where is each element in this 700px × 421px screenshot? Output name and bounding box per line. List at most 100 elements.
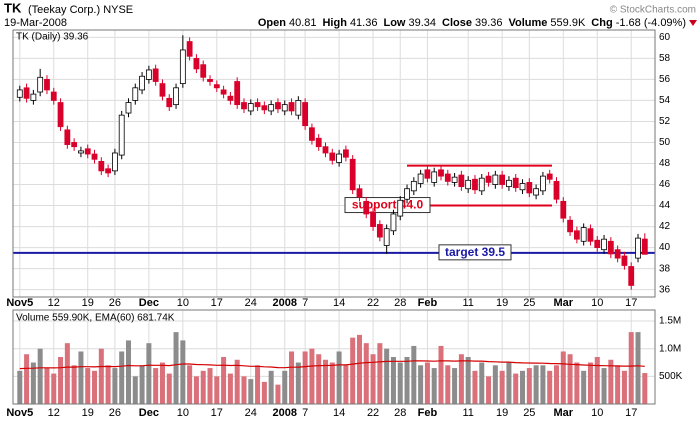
candle-body xyxy=(546,173,553,180)
candle-body xyxy=(309,127,315,141)
candle-body xyxy=(241,102,247,110)
candle-body xyxy=(50,91,57,101)
volume-bar xyxy=(214,376,220,404)
quote-label: Volume xyxy=(509,17,548,29)
quote-label: Low xyxy=(383,17,405,29)
x-tick-label: 25 xyxy=(523,297,535,309)
candle-body xyxy=(601,238,607,251)
volume-bar xyxy=(37,348,43,404)
candle-body xyxy=(288,102,295,112)
x-tick-label: 19 xyxy=(82,297,94,309)
volume-bar xyxy=(241,376,247,404)
price-frame xyxy=(12,29,656,298)
volume-bar xyxy=(17,370,23,404)
candle-body xyxy=(526,182,533,194)
y-tick-label: 38 xyxy=(659,263,671,274)
down-arrow xyxy=(689,20,697,26)
candle-body xyxy=(213,84,220,89)
candle-body xyxy=(329,152,336,161)
volume-bar xyxy=(234,359,240,404)
candle-body xyxy=(560,200,567,219)
candle-body xyxy=(261,105,268,111)
candle-body xyxy=(16,89,23,98)
volume-bar xyxy=(153,368,159,404)
volume-bar xyxy=(363,343,369,404)
candle-body xyxy=(553,180,560,200)
chart-date: 19-Mar-2008 xyxy=(4,17,67,29)
x-tick-label: 11 xyxy=(462,297,473,309)
x-tick-label: 17 xyxy=(625,297,637,309)
volume-bar xyxy=(336,351,342,404)
x-tick-label: Nov5 xyxy=(6,297,33,309)
volume-bar xyxy=(533,365,539,404)
volume-bar xyxy=(608,359,614,404)
volume-bar xyxy=(58,357,64,404)
candle-body xyxy=(438,169,444,177)
volume-bar xyxy=(187,365,193,404)
quote-value: -1.68 (-4.09%) xyxy=(616,17,686,29)
volume-bar xyxy=(635,332,641,404)
volume-bar xyxy=(390,357,396,404)
source: © StockCharts.com xyxy=(610,5,696,16)
annotation: support 44.0 xyxy=(352,198,424,212)
candle-body xyxy=(234,81,241,106)
volume-bar xyxy=(431,368,437,404)
x-tick-label: Feb xyxy=(418,407,438,419)
quote-label: Open xyxy=(258,17,286,29)
candle-body xyxy=(78,150,84,154)
candle-body xyxy=(492,174,499,185)
x-tick-label: 11 xyxy=(462,407,473,419)
y-tick-label: 40 xyxy=(659,242,671,253)
y-tick-label: 58 xyxy=(659,53,671,64)
volume-bar xyxy=(520,370,526,404)
volume-bar xyxy=(207,368,213,404)
candle-body xyxy=(635,237,641,259)
volume-bar xyxy=(71,365,77,404)
ema-line xyxy=(19,360,645,370)
candle-body xyxy=(587,228,594,242)
candle-body xyxy=(125,102,132,114)
volume-bar xyxy=(51,373,57,404)
quote-label: High xyxy=(322,17,347,29)
candle-body xyxy=(404,188,410,200)
quote-value: 39.34 xyxy=(408,17,436,29)
volume-bar xyxy=(180,340,186,404)
candle-body xyxy=(478,177,485,192)
candle-body xyxy=(139,75,145,91)
x-tick-label: 17 xyxy=(625,407,637,419)
volume-bar xyxy=(574,362,580,404)
volume-bar xyxy=(64,343,70,404)
candle-body xyxy=(342,149,349,158)
candle-body xyxy=(370,211,376,227)
candle-body xyxy=(607,240,614,255)
volume-bar xyxy=(193,376,199,404)
quote-label: Chg xyxy=(591,17,612,29)
candle-body xyxy=(37,76,44,93)
candle-body xyxy=(179,49,186,85)
volume-bar xyxy=(24,354,30,404)
candle-body xyxy=(57,102,64,128)
volume-bar xyxy=(587,362,593,404)
candle-body xyxy=(200,64,207,78)
x-tick-label: 17 xyxy=(211,297,223,309)
candle-body xyxy=(424,169,431,179)
candle-body xyxy=(193,57,200,70)
candle-body xyxy=(512,177,519,189)
candle-body xyxy=(458,174,465,188)
candle-body xyxy=(91,153,98,160)
volume-bar xyxy=(98,348,104,404)
candle-body xyxy=(254,102,261,108)
x-tick-label: 2008 xyxy=(273,407,297,419)
candle-body xyxy=(302,102,309,127)
y-tick-label: 42 xyxy=(659,221,671,232)
volume-panel xyxy=(13,310,655,404)
candle-body xyxy=(506,179,512,188)
candle-body xyxy=(444,173,451,182)
volume-bar xyxy=(248,379,254,404)
candle-body xyxy=(533,188,540,196)
volume-bar xyxy=(642,373,648,404)
x-tick-label: Dec xyxy=(139,297,159,309)
x-tick-label: 28 xyxy=(394,297,406,309)
annotation-box xyxy=(438,244,512,261)
volume-bar xyxy=(282,370,288,404)
